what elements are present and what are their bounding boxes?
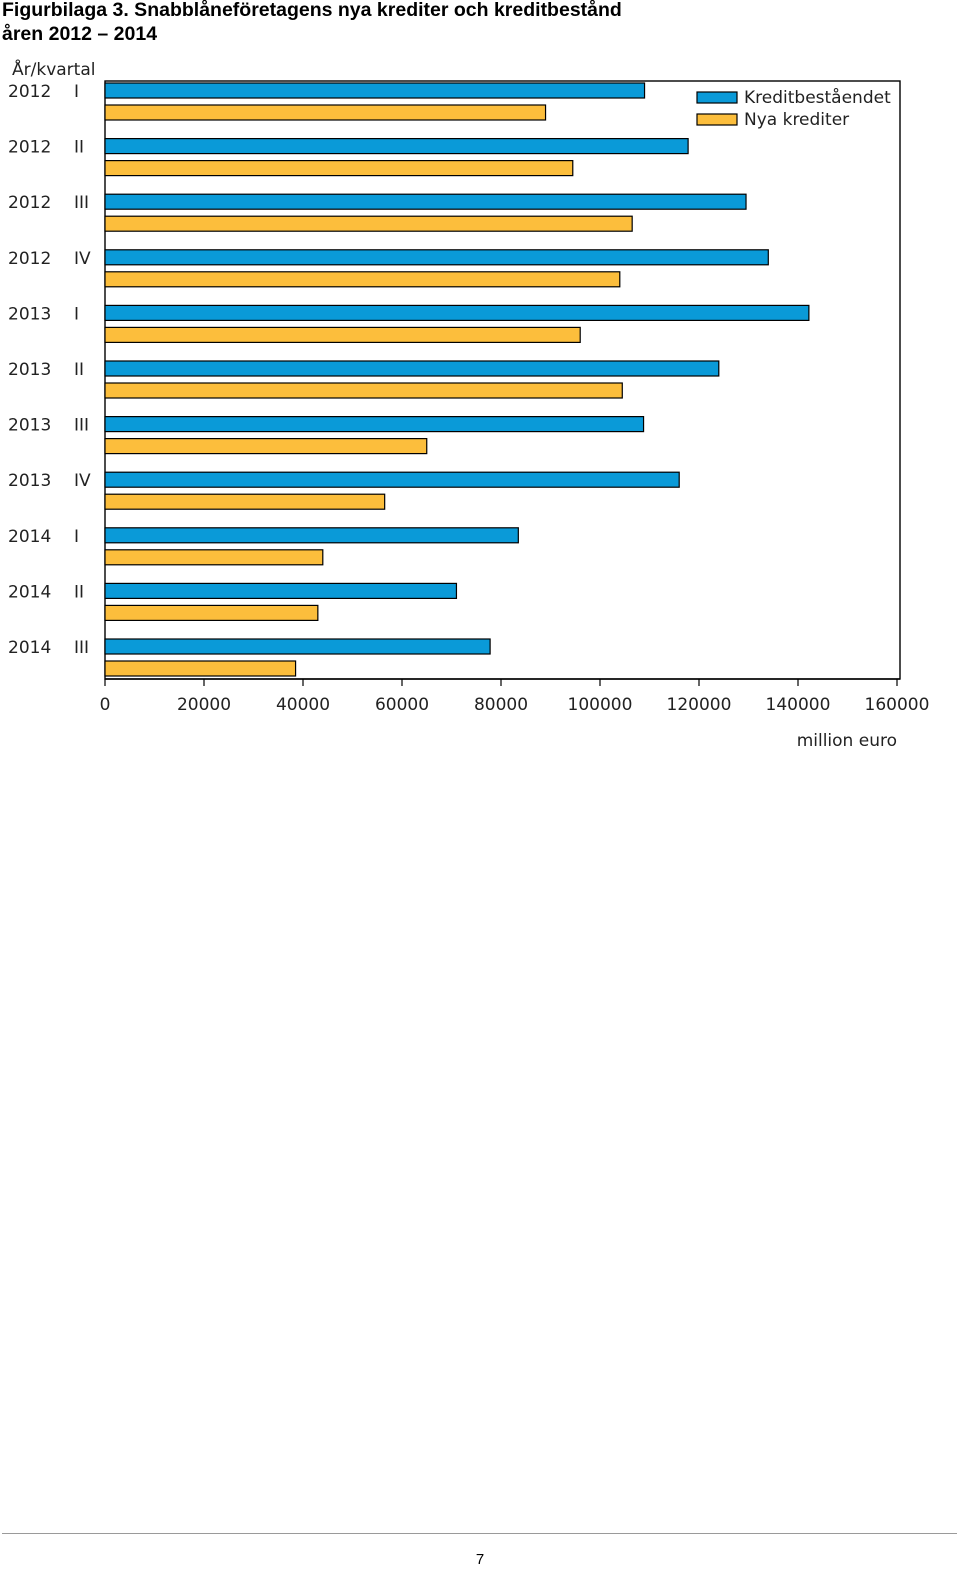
- category-year-label: 2012: [8, 138, 51, 158]
- value-axis-tick-label: 40000: [276, 695, 330, 715]
- category-quarter-label: II: [74, 582, 84, 602]
- category-quarter-label: III: [74, 416, 89, 436]
- bar-nya-krediter-2014-II: [104, 604, 319, 622]
- bar-nya-krediter-2013-IV: [104, 493, 386, 510]
- value-axis-tick-label: 120000: [667, 695, 732, 715]
- category-year-label: 2012: [8, 82, 51, 102]
- figure-title-line-2: åren 2012 – 2014: [2, 23, 158, 45]
- value-axis-tick-label: 20000: [177, 695, 231, 715]
- legend-swatch-kreditbestandet: [696, 91, 738, 104]
- bar-nya-krediter-2013-I: [104, 326, 581, 343]
- category-axis-title: År/kvartal: [12, 58, 95, 80]
- category-quarter-label: I: [74, 82, 79, 102]
- value-axis-tick-label: 80000: [474, 695, 528, 715]
- bar-nya-krediter-2012-IV: [104, 271, 621, 288]
- value-axis-title: million euro: [797, 731, 897, 751]
- bar-nya-krediter-2014-III: [104, 660, 297, 677]
- bar-nya-krediter-2013-II: [104, 382, 623, 399]
- category-year-label: 2014: [8, 527, 51, 547]
- category-quarter-label: I: [74, 527, 79, 547]
- page-number: 7: [475, 1551, 485, 1568]
- bar-kreditbestandet-2014-I: [104, 527, 519, 544]
- category-quarter-label: III: [74, 193, 89, 213]
- category-year-label: 2014: [8, 638, 51, 658]
- value-axis-tick-label: 160000: [865, 695, 930, 715]
- legend-label-nya-krediter: Nya krediter: [744, 110, 849, 130]
- category-year-label: 2013: [8, 416, 51, 436]
- bar-nya-krediter-2013-III: [104, 438, 428, 455]
- category-quarter-label: II: [74, 138, 84, 158]
- bar-kreditbestandet-2014-III: [104, 638, 491, 655]
- bar-kreditbestandet-2012-IV: [104, 249, 769, 266]
- bar-kreditbestandet-2013-IV: [104, 471, 680, 488]
- value-axis-tick-label: 60000: [375, 695, 429, 715]
- bar-kreditbestandet-2012-I: [104, 82, 646, 99]
- category-year-label: 2013: [8, 471, 51, 491]
- bar-kreditbestandet-2012-II: [104, 137, 689, 155]
- category-quarter-label: IV: [74, 249, 91, 269]
- category-quarter-label: IV: [74, 471, 91, 491]
- category-year-label: 2012: [8, 193, 51, 213]
- bar-nya-krediter-2012-II: [104, 159, 574, 177]
- category-year-label: 2013: [8, 360, 51, 380]
- category-quarter-label: I: [74, 304, 79, 324]
- value-axis-tick-label: 100000: [568, 695, 633, 715]
- figure-title-line-1: Figurbilaga 3. Snabblåneföretagens nya k…: [2, 0, 622, 21]
- category-year-label: 2012: [8, 249, 51, 269]
- value-axis-tick-label: 0: [100, 695, 111, 715]
- bar-nya-krediter-2014-I: [104, 549, 324, 566]
- figure-title: Figurbilaga 3. Snabblåneföretagens nya k…: [2, 0, 622, 46]
- bar-kreditbestandet-2013-I: [104, 304, 810, 321]
- bar-kreditbestandet-2012-III: [104, 193, 747, 210]
- legend-label-kreditbestandet: Kreditbeståendet: [744, 87, 891, 108]
- value-axis: 0 20000 40000 60000 80000 100000 120000 140000 1…: [100, 678, 930, 715]
- category-quarter-label: III: [74, 638, 89, 658]
- category-year-label: 2013: [8, 304, 51, 324]
- footer-rule: [2, 1533, 957, 1534]
- bar-nya-krediter-2012-III: [104, 215, 633, 232]
- bar-nya-krediter-2012-I: [104, 104, 547, 121]
- bar-kreditbestandet-2013-III: [104, 416, 645, 433]
- bar-kreditbestandet-2013-II: [104, 360, 720, 377]
- bar-kreditbestandet-2014-II: [104, 582, 458, 600]
- legend-swatch-nya-krediter: [696, 113, 738, 126]
- category-year-label: 2014: [8, 582, 51, 602]
- bars: [104, 82, 810, 677]
- value-axis-tick-label: 140000: [766, 695, 831, 715]
- category-quarter-label: II: [74, 360, 84, 380]
